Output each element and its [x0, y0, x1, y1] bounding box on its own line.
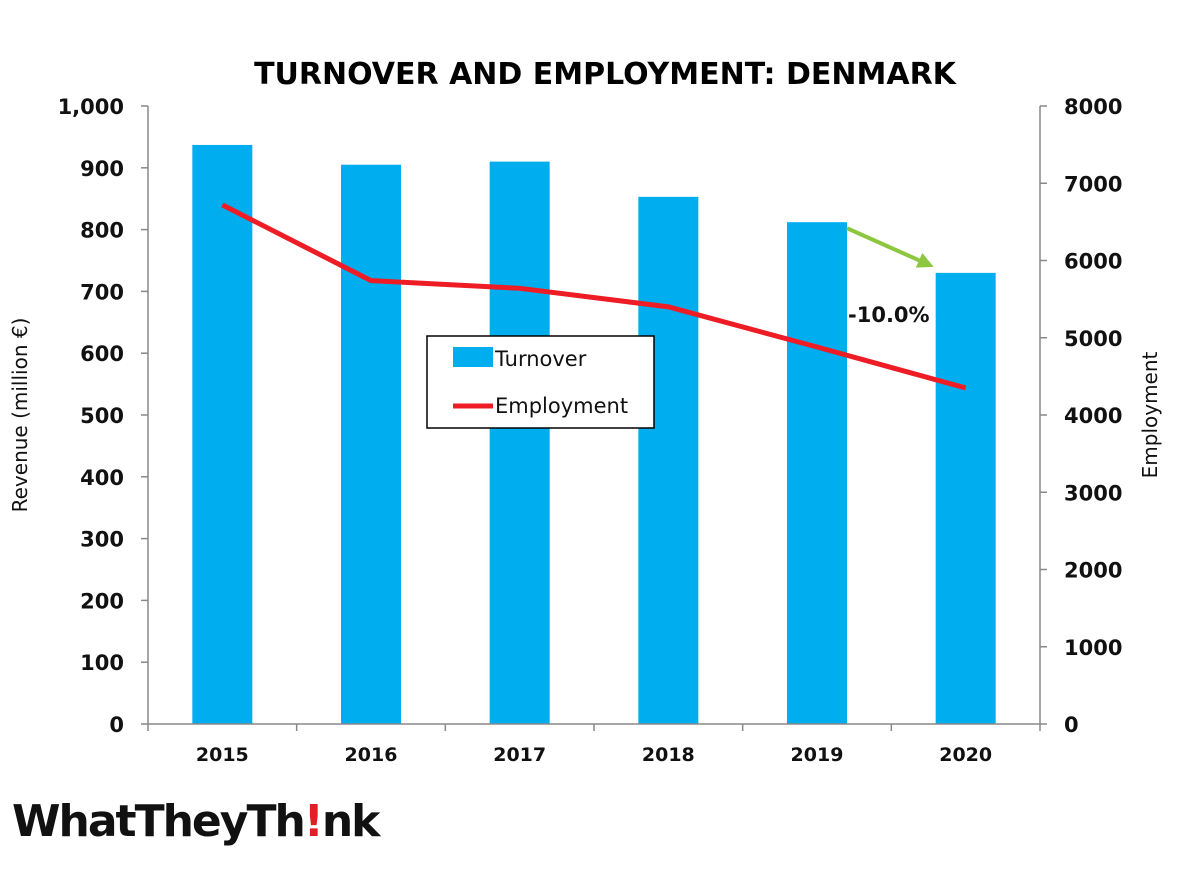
- bar-2017: [489, 161, 550, 724]
- category-labels: 2015 2016 2017 2018 2019 2020: [196, 744, 992, 766]
- turnover-bars: [192, 144, 996, 724]
- bar-2015: [192, 144, 253, 724]
- annotation: -10.0%: [846, 226, 934, 327]
- left-tick-label: 800: [80, 219, 124, 243]
- right-tick-label: 5000: [1064, 327, 1122, 351]
- left-tick-label: 300: [80, 528, 124, 552]
- right-tick-label: 6000: [1064, 250, 1122, 274]
- left-tick-label: 1,000: [58, 95, 124, 119]
- category-label-2020: 2020: [939, 744, 992, 766]
- left-tick-label: 400: [80, 466, 124, 490]
- category-label-2019: 2019: [791, 744, 844, 766]
- left-tick-label: 600: [80, 342, 124, 366]
- whattheythink-logo: WhatTheyTh!nk: [12, 796, 381, 847]
- right-axis-label: Employment: [1138, 351, 1162, 478]
- bar-2016: [341, 164, 401, 724]
- right-tick-label: 8000: [1064, 95, 1122, 119]
- logo-text-start: WhatTheyTh: [12, 796, 306, 847]
- left-tick-label: 100: [80, 651, 124, 675]
- category-label-2016: 2016: [345, 744, 398, 766]
- category-label-2018: 2018: [642, 744, 695, 766]
- logo-exclamation: !: [303, 796, 324, 847]
- right-tick-label: 0: [1064, 713, 1079, 737]
- chart-title: TURNOVER AND EMPLOYMENT: DENMARK: [254, 57, 958, 92]
- change-arrow: [846, 226, 920, 263]
- chart: TURNOVER AND EMPLOYMENT: DENMARK 0 100 200…: [8, 57, 1162, 766]
- right-tick-label: 2000: [1064, 559, 1122, 583]
- change-label: -10.0%: [848, 303, 930, 327]
- right-axis-ticks: 0 1000 2000 3000 4000 5000 6000 7000 8000: [1040, 95, 1122, 737]
- left-tick-label: 200: [80, 589, 124, 613]
- legend: Turnover Employment: [426, 335, 655, 429]
- bar-2019: [787, 222, 847, 724]
- left-axis-ticks: 0 100 200 300 400 500 600 700 800 900 1,000: [58, 95, 148, 737]
- legend-turnover-swatch: [453, 347, 493, 367]
- left-tick-label: 0: [109, 713, 124, 737]
- right-tick-label: 7000: [1064, 172, 1122, 196]
- left-tick-label: 700: [80, 280, 124, 304]
- left-axis-label: Revenue (million €): [8, 318, 32, 513]
- legend-turnover-label: Turnover: [494, 347, 587, 371]
- right-tick-label: 3000: [1064, 481, 1122, 505]
- bar-2020: [935, 272, 996, 724]
- category-label-2017: 2017: [493, 744, 546, 766]
- bar-2018: [638, 196, 699, 724]
- left-tick-label: 900: [80, 157, 124, 181]
- category-label-2015: 2015: [196, 744, 249, 766]
- left-tick-label: 500: [80, 404, 124, 428]
- legend-employment-label: Employment: [495, 394, 628, 418]
- right-tick-label: 1000: [1064, 636, 1122, 660]
- right-tick-label: 4000: [1064, 404, 1122, 428]
- logo-text-end: nk: [321, 796, 381, 847]
- change-arrow-head: [915, 253, 934, 268]
- employment-line: [221, 202, 967, 391]
